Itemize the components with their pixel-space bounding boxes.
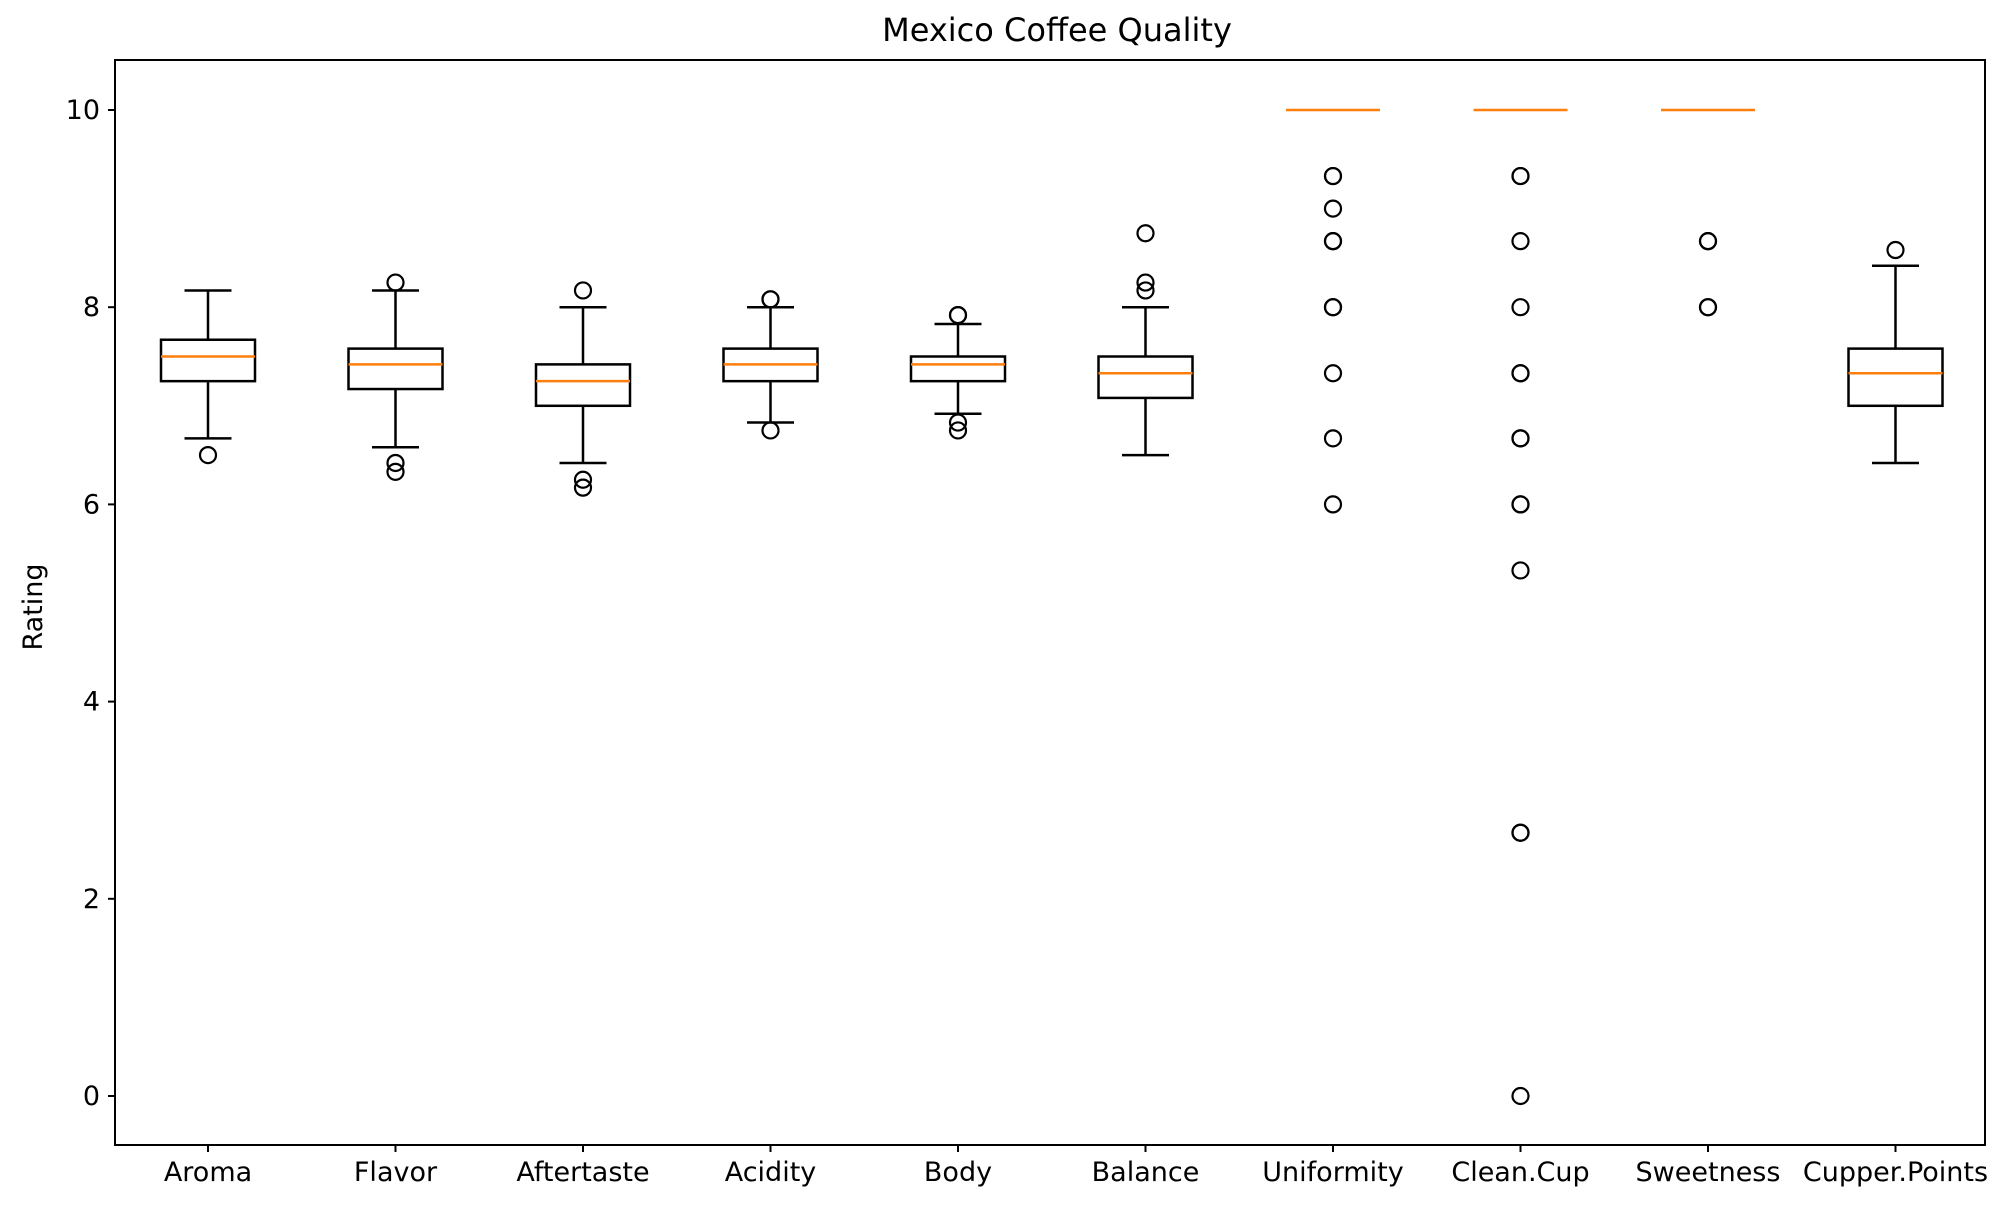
y-axis: 0 2 4 6 8 10 [66, 95, 115, 1112]
y-tick-label: 6 [83, 489, 100, 520]
outlier-point [198, 446, 218, 465]
outlier-point [1511, 495, 1530, 514]
outlier-point [1136, 224, 1155, 243]
outlier-point [1323, 495, 1343, 514]
box-group-uniformity [1286, 108, 1380, 514]
x-tick-label: Cupper.Points [1803, 1157, 1988, 1188]
x-tick-label: Balance [1092, 1157, 1200, 1188]
box-iqr [159, 338, 257, 383]
box-group-body [909, 305, 1007, 440]
outlier-point [573, 470, 593, 489]
outlier-point [573, 281, 593, 300]
y-tick-label: 0 [83, 1081, 100, 1112]
outlier-point [948, 413, 968, 432]
outlier-point [761, 421, 780, 440]
outlier-point [386, 453, 405, 473]
plot-area [159, 108, 1944, 1106]
outlier-point [1323, 429, 1343, 448]
outlier-point [761, 290, 780, 309]
y-tick-label: 10 [66, 95, 100, 126]
outlier-point [1886, 240, 1905, 260]
outlier-point [1323, 364, 1343, 383]
x-tick-label: Sweetness [1636, 1157, 1781, 1188]
box-group-clean-cup [1473, 108, 1568, 1106]
outlier-point [1698, 232, 1718, 251]
outlier-point [386, 273, 405, 292]
y-tick-label: 8 [83, 292, 100, 323]
outlier-point [1698, 298, 1718, 317]
outlier-point [1511, 166, 1530, 186]
y-tick-label: 4 [83, 687, 100, 718]
box-iqr [1097, 355, 1194, 400]
outlier-point [1511, 1086, 1530, 1106]
x-tick-label: Clean.Cup [1451, 1157, 1589, 1188]
x-tick-label: Aftertaste [516, 1157, 649, 1188]
outlier-point [573, 478, 593, 497]
box-iqr [1847, 347, 1944, 408]
x-tick-label: Uniformity [1262, 1157, 1403, 1188]
box-group-balance [1097, 224, 1194, 457]
outlier-point [1323, 166, 1343, 186]
box-group-aftertaste [534, 281, 632, 497]
box-group-sweetness [1661, 108, 1755, 317]
outlier-point [1511, 298, 1530, 317]
chart-title: Mexico Coffee Quality [882, 11, 1232, 49]
box-group-aroma [159, 289, 257, 465]
outlier-point [1511, 823, 1530, 842]
outlier-point [1511, 561, 1530, 580]
x-tick-label: Body [924, 1157, 992, 1188]
outlier-point [1323, 232, 1343, 251]
outlier-point [1511, 232, 1530, 251]
outlier-point [1136, 273, 1155, 292]
plot-frame [114, 59, 1986, 1146]
outlier-point [948, 421, 968, 440]
outlier-point [1323, 298, 1343, 317]
x-tick-label: Flavor [354, 1157, 438, 1188]
box-group-flavor [347, 273, 444, 481]
y-axis-label: Rating [18, 563, 49, 650]
outlier-point [1511, 429, 1530, 448]
outlier-point [948, 305, 968, 325]
outlier-point [1511, 364, 1530, 383]
box-iqr [347, 347, 444, 391]
outlier-point [386, 462, 405, 481]
x-tick-label: Aroma [164, 1157, 252, 1188]
box-iqr [534, 363, 632, 408]
outlier-point [1136, 281, 1155, 300]
y-tick-label: 2 [83, 884, 100, 915]
box-group-cupper-points [1847, 240, 1944, 465]
box-group-acidity [722, 290, 819, 440]
outlier-point [1323, 199, 1343, 218]
box-iqr [909, 355, 1007, 383]
x-tick-label: Acidity [725, 1157, 817, 1188]
x-axis: Aroma Flavor Aftertaste Acidity Body Balance U… [164, 1145, 1988, 1188]
